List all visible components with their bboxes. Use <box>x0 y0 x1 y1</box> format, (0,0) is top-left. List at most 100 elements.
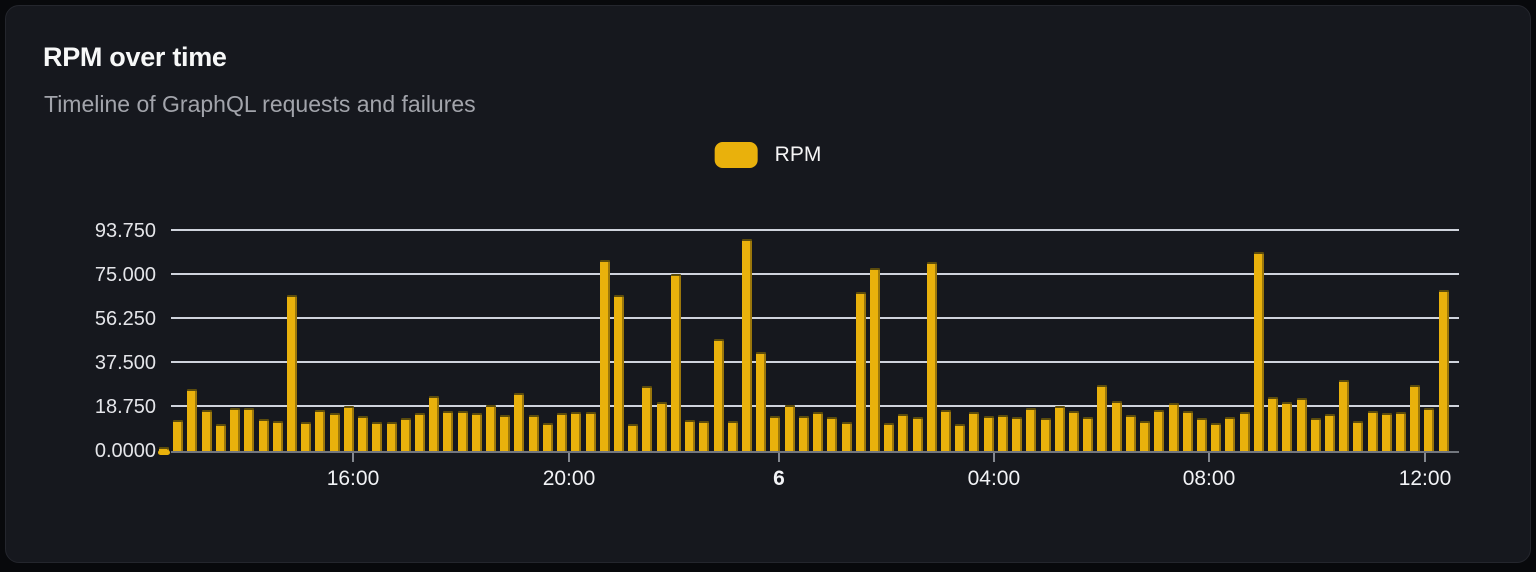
rpm-bar[interactable] <box>1396 412 1407 451</box>
rpm-bar[interactable] <box>286 295 297 451</box>
rpm-bar[interactable] <box>1410 385 1421 451</box>
rpm-bar[interactable] <box>187 389 198 451</box>
rpm-bar[interactable] <box>1367 411 1378 451</box>
rpm-bar[interactable] <box>585 412 596 451</box>
gridline-56.250 <box>171 317 1459 319</box>
rpm-bar[interactable] <box>358 416 369 451</box>
rpm-bar[interactable] <box>1097 385 1108 451</box>
rpm-bar[interactable] <box>798 416 809 451</box>
rpm-bar[interactable] <box>301 422 312 451</box>
rpm-bar[interactable] <box>1424 408 1435 451</box>
rpm-bar[interactable] <box>898 414 909 451</box>
rpm-bar[interactable] <box>969 412 980 451</box>
rpm-bar[interactable] <box>614 295 624 451</box>
rpm-bar[interactable] <box>386 422 397 451</box>
rpm-bar[interactable] <box>642 386 653 451</box>
rpm-bar[interactable] <box>1296 398 1307 451</box>
rpm-bar[interactable] <box>1381 413 1392 451</box>
rpm-bar[interactable] <box>713 339 724 451</box>
rpm-bar[interactable] <box>670 274 681 451</box>
rpm-bar[interactable] <box>770 416 781 451</box>
rpm-bar[interactable] <box>1211 423 1222 451</box>
rpm-bar[interactable] <box>1111 401 1122 451</box>
rpm-bar[interactable] <box>1324 414 1335 451</box>
rpm-bar[interactable] <box>813 412 824 451</box>
rpm-bar[interactable] <box>1268 397 1279 451</box>
rpm-bar[interactable] <box>1353 421 1364 451</box>
rpm-bar[interactable] <box>1054 406 1065 451</box>
rpm-bar[interactable] <box>926 262 937 451</box>
rpm-bar[interactable] <box>983 416 994 451</box>
rpm-bar[interactable] <box>1282 402 1293 451</box>
rpm-bar[interactable] <box>685 420 696 451</box>
rpm-bar[interactable] <box>1310 418 1321 451</box>
rpm-bar[interactable] <box>1168 403 1179 451</box>
rpm-bar[interactable] <box>514 393 525 451</box>
rpm-bar[interactable] <box>1182 411 1193 451</box>
rpm-bar[interactable] <box>727 421 738 451</box>
rpm-bar[interactable] <box>756 352 767 451</box>
rpm-bar[interactable] <box>1239 412 1250 451</box>
rpm-bar[interactable] <box>315 410 326 451</box>
rpm-bar[interactable] <box>414 413 425 451</box>
rpm-bar[interactable] <box>201 410 212 451</box>
legend-item-rpm[interactable]: RPM <box>714 142 821 168</box>
rpm-bar[interactable] <box>1069 411 1079 451</box>
rpm-bar[interactable] <box>173 420 184 451</box>
rpm-bar[interactable] <box>784 405 795 451</box>
rpm-bar[interactable] <box>1083 417 1094 451</box>
rpm-bar[interactable] <box>215 424 226 451</box>
rpm-bar[interactable] <box>557 413 568 451</box>
rpm-bar[interactable] <box>1026 408 1037 451</box>
y-axis-label-56.250: 56.250 <box>94 308 156 330</box>
rpm-bar[interactable] <box>628 424 639 451</box>
rpm-bar[interactable] <box>244 408 255 451</box>
rpm-bar[interactable] <box>1125 415 1136 451</box>
rpm-bar[interactable] <box>542 423 553 451</box>
rpm-bar[interactable] <box>1253 252 1264 451</box>
rpm-bar[interactable] <box>343 406 354 451</box>
rpm-bar[interactable] <box>955 424 966 451</box>
rpm-bar[interactable] <box>869 268 880 451</box>
x-axis-label-12:00: 12:00 <box>1398 467 1452 490</box>
rpm-bar[interactable] <box>571 412 582 451</box>
rpm-bar[interactable] <box>230 408 241 451</box>
rpm-bar[interactable] <box>1012 417 1023 451</box>
rpm-bar[interactable] <box>486 405 497 451</box>
rpm-bar[interactable] <box>912 417 923 451</box>
chart-subtitle: Timeline of GraphQL requests and failure… <box>44 91 476 117</box>
rpm-bar[interactable] <box>443 411 454 451</box>
rpm-bar[interactable] <box>1196 418 1207 451</box>
rpm-bar[interactable] <box>599 260 610 451</box>
rpm-bar[interactable] <box>528 415 539 451</box>
rpm-bar[interactable] <box>1040 418 1051 451</box>
rpm-bar[interactable] <box>997 415 1008 451</box>
rpm-bar[interactable] <box>457 411 468 451</box>
rpm-bar[interactable] <box>400 418 411 451</box>
rpm-bar[interactable] <box>258 419 269 451</box>
gridline-37.500 <box>171 361 1459 363</box>
rpm-bar[interactable] <box>500 415 511 451</box>
rpm-bar[interactable] <box>1339 380 1350 451</box>
rpm-bar[interactable] <box>741 239 752 451</box>
x-axis-label-20:00: 20:00 <box>542 467 596 490</box>
legend: RPM <box>714 142 821 168</box>
rpm-bar[interactable] <box>1140 421 1151 451</box>
rpm-bar[interactable] <box>272 421 283 451</box>
rpm-bar[interactable] <box>656 402 667 451</box>
rpm-bar[interactable] <box>159 447 169 451</box>
rpm-bar[interactable] <box>941 410 952 451</box>
rpm-bar[interactable] <box>855 292 866 451</box>
rpm-bar[interactable] <box>372 422 383 451</box>
rpm-bar[interactable] <box>471 413 482 451</box>
rpm-bar[interactable] <box>429 396 440 451</box>
rpm-bar[interactable] <box>329 413 340 451</box>
rpm-bar[interactable] <box>841 422 852 451</box>
rpm-bar[interactable] <box>1225 417 1236 451</box>
rpm-bar[interactable] <box>699 421 710 451</box>
zero-tick-dash <box>158 450 170 455</box>
rpm-bar[interactable] <box>1438 290 1449 451</box>
rpm-bar[interactable] <box>1154 410 1165 451</box>
rpm-bar[interactable] <box>827 417 838 451</box>
rpm-bar[interactable] <box>884 423 895 451</box>
